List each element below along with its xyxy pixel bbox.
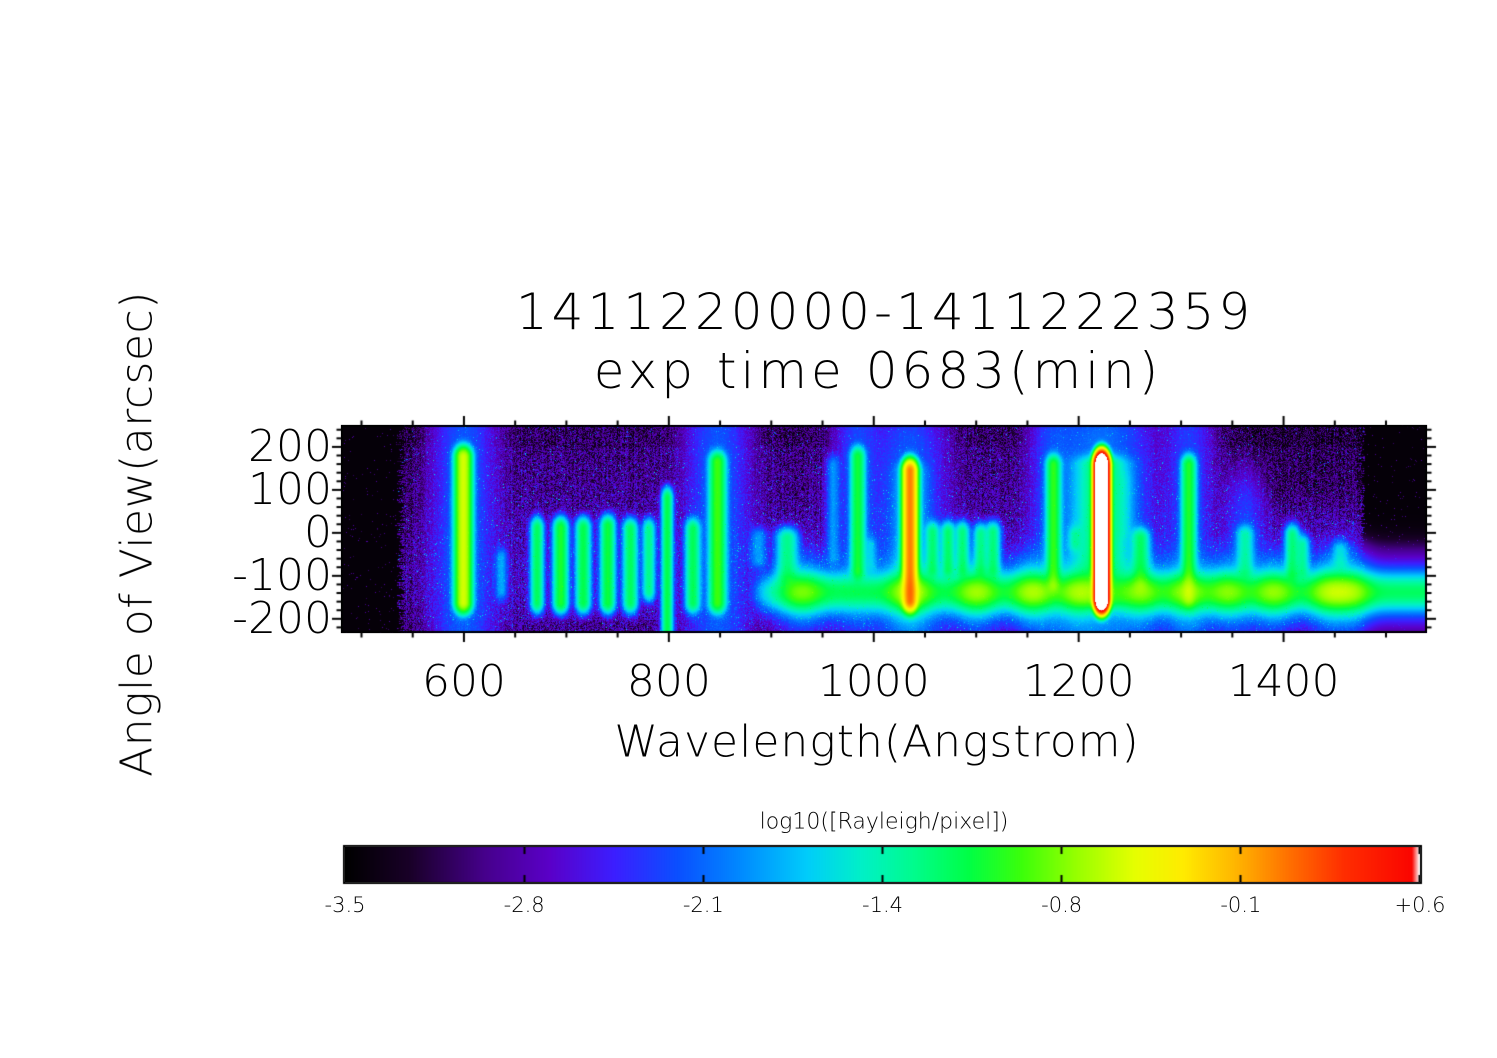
y-axis-title: Angle of View(arcsec) bbox=[111, 291, 163, 777]
y-tick-label: -200 bbox=[232, 592, 332, 644]
y-tick-label: 200 bbox=[248, 420, 332, 472]
colorbar-canvas bbox=[345, 847, 1420, 882]
x-tick-label: 1400 bbox=[1227, 656, 1340, 707]
plot-title-line2: exp time 0683(min) bbox=[593, 342, 1163, 400]
y-tick-label: 0 bbox=[304, 506, 332, 558]
colorbar-tick-label: +0.6 bbox=[1394, 893, 1446, 917]
colorbar-tick-label: -0.1 bbox=[1220, 893, 1262, 917]
x-tick-label: 1000 bbox=[817, 656, 930, 707]
plot-title-line1: 1411220000-1411222359 bbox=[515, 283, 1255, 341]
y-tick-label: 100 bbox=[248, 463, 332, 515]
spectrogram-canvas bbox=[341, 425, 1427, 633]
colorbar-tick-label: -0.8 bbox=[1041, 893, 1083, 917]
colorbar-tick-label: -2.1 bbox=[682, 893, 724, 917]
x-tick-label: 1200 bbox=[1022, 656, 1135, 707]
colorbar-tick-label: -1.4 bbox=[862, 893, 903, 917]
y-tick-label: -100 bbox=[232, 549, 332, 601]
colorbar-tick-label: -2.8 bbox=[503, 893, 545, 917]
x-tick-label: 800 bbox=[626, 656, 711, 707]
colorbar-tick-label: -3.5 bbox=[324, 893, 366, 917]
x-axis-title: Wavelength(Angstrom) bbox=[614, 716, 1140, 768]
colorbar-title: log10([Rayleigh/pixel]) bbox=[759, 809, 1009, 835]
x-tick-label: 600 bbox=[421, 656, 506, 707]
